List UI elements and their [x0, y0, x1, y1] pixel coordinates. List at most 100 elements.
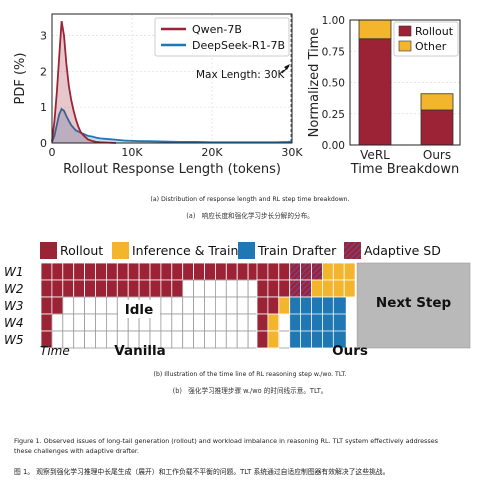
rollout-cell — [40, 279, 53, 298]
x-tick-label: 20K — [201, 146, 223, 159]
next-step-block — [356, 262, 471, 349]
idle-cell — [106, 296, 118, 315]
caption-b-cn-label: (b) — [172, 387, 182, 395]
legend-label: Rollout — [415, 25, 454, 38]
time-label: Time — [40, 344, 70, 358]
rollout-cell — [73, 279, 85, 298]
idle-cell — [182, 313, 194, 332]
caption-b-cn-text: 强化学习推理步骤 w./wo 的时间线示意。TLT。 — [188, 387, 328, 395]
y-tick-label: 0.50 — [322, 78, 345, 90]
rollout-cell — [160, 262, 173, 281]
idle-cell — [73, 296, 85, 315]
rollout-cell — [40, 313, 53, 332]
idle-cell — [193, 296, 205, 315]
adaptive-sd-cell — [289, 279, 302, 298]
length-distribution-chart: 0 10K 20K 30K 0 1 2 3 Max Length: 30K Qwen-7B Deep… — [13, 13, 303, 177]
legend-inference-train-swatch — [112, 242, 129, 259]
idle-cell — [171, 330, 184, 349]
worker-label: W4 — [4, 316, 24, 330]
figure-caption-cn: 图 1。 观察到强化学习推理中长尾生成（展开）和工作负载不平衡的问题。TLT 系… — [14, 468, 390, 476]
worker-label: W1 — [4, 265, 24, 279]
idle-label: Idle — [125, 302, 153, 318]
idle-cell — [214, 279, 227, 298]
rollout-cell — [256, 313, 269, 332]
time-breakdown-chart: 0.00 0.25 0.50 0.75 1.00 VeRL Ours Rollout Other… — [307, 15, 461, 177]
idle-cell — [95, 313, 107, 332]
idle-cell — [193, 330, 205, 349]
rollout-cell — [214, 262, 227, 281]
idle-cell — [204, 279, 216, 298]
rollout-cell — [278, 279, 291, 298]
worker-label: W5 — [4, 333, 24, 347]
idle-cell — [278, 330, 291, 349]
y-tick-label: 3 — [40, 30, 47, 43]
y-tick-label: 1 — [40, 101, 47, 114]
idle-cell — [95, 330, 107, 349]
legend-label: DeepSeek-R1-7B — [192, 39, 285, 52]
idle-cell — [204, 313, 216, 332]
caption-a-cn: (a) 响应长度和强化学习步长分解的分布。 — [0, 210, 500, 220]
adaptive-sd-cell — [289, 262, 302, 281]
idle-cell — [236, 279, 249, 298]
idle-cell — [84, 296, 96, 315]
idle-cell — [225, 296, 238, 315]
adaptive-sd-cell — [300, 262, 312, 281]
rollout-cell — [236, 262, 249, 281]
x-tick-label: VeRL — [360, 148, 390, 162]
legend-train-drafter-label: Train Drafter — [258, 243, 337, 258]
x-tick-label: 10K — [121, 146, 143, 159]
vanilla-label: Vanilla — [114, 343, 165, 359]
legend-box — [154, 17, 290, 57]
idle-cell — [182, 279, 194, 298]
x-axis-label: Time Breakdown — [350, 162, 460, 177]
idle-cell — [225, 279, 238, 298]
rollout-cell — [278, 262, 291, 281]
inference-train-cell — [311, 279, 323, 298]
rollout-cell — [138, 262, 151, 281]
idle-cell — [171, 296, 184, 315]
worker-label: W2 — [4, 282, 24, 296]
worker-label: W3 — [4, 299, 24, 313]
idle-cell — [204, 296, 216, 315]
timeline-diagram: W1 W2 W3 W4 W5 Idle Next Step Time Vanilla Ours — [4, 262, 471, 359]
rollout-cell — [51, 279, 64, 298]
rollout-cell — [138, 279, 151, 298]
caption-a-cn-text: 响应长度和强化学习步长分解的分布。 — [201, 212, 314, 220]
rollout-cell — [256, 296, 269, 315]
legend-adaptive-sd-label: Adaptive SD — [364, 243, 441, 258]
idle-cell — [171, 313, 184, 332]
rollout-cell — [116, 279, 129, 298]
ours-label: Ours — [332, 343, 368, 359]
idle-cell — [236, 313, 249, 332]
y-tick-label: 2 — [40, 65, 47, 78]
rollout-cell — [106, 279, 118, 298]
y-tick-label: 0 — [40, 137, 47, 150]
max-length-annotation: Max Length: 30K — [196, 69, 285, 81]
inference-train-cell — [343, 262, 356, 281]
legend-swatch — [398, 40, 412, 52]
rollout-cell — [171, 279, 184, 298]
figure-caption-line-2: these challenges with adaptive drafter. — [14, 446, 139, 455]
rollout-cell — [95, 279, 107, 298]
inference-train-cell — [278, 296, 291, 315]
series-area — [52, 21, 116, 144]
inference-train-cell — [332, 262, 345, 281]
inference-train-cell — [321, 279, 334, 298]
idle-cell — [236, 296, 249, 315]
rollout-cell — [106, 262, 118, 281]
rollout-cell — [95, 262, 107, 281]
idle-cell — [106, 313, 118, 332]
rollout-cell — [171, 262, 184, 281]
idle-cell — [51, 313, 64, 332]
series-line — [51, 107, 293, 144]
idle-cell — [62, 296, 75, 315]
idle-cell — [225, 330, 238, 349]
idle-cell — [193, 313, 205, 332]
figure-caption-line-1: Figure 1. Observed issues of long-tail g… — [14, 437, 438, 445]
idle-cell — [95, 296, 107, 315]
idle-label-bg — [118, 300, 160, 318]
idle-cell — [193, 279, 205, 298]
bar-segment — [358, 19, 392, 40]
rollout-cell — [256, 262, 269, 281]
y-axis-label: PDF (%) — [13, 53, 28, 105]
